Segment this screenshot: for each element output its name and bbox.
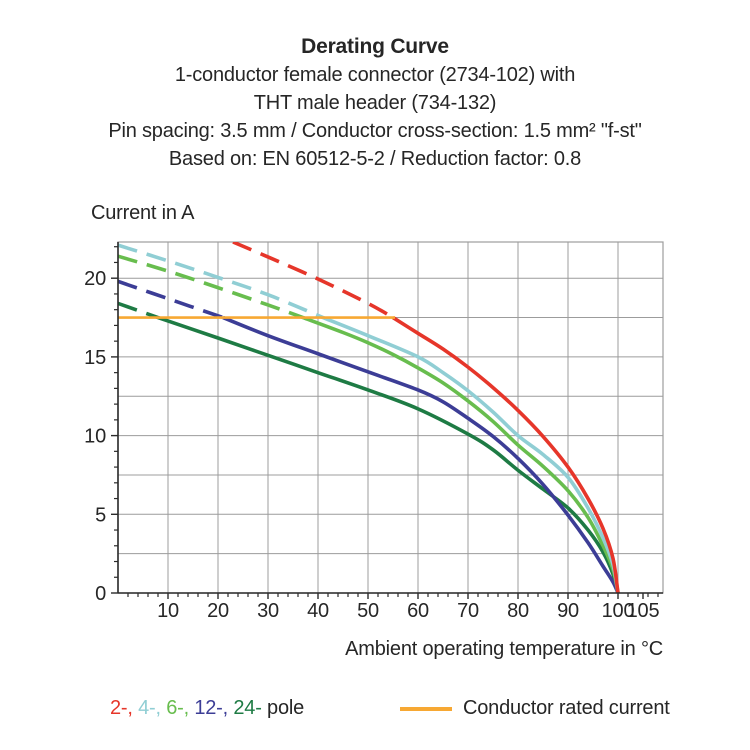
x-tick-label-105: 105 [627,600,660,622]
rated-current-line-swatch [400,706,452,711]
pole-legend-suffix: pole [267,697,305,719]
x-tick-label-30: 30 [257,600,279,622]
plot-frame [117,241,664,594]
curve-2-pole-solid [392,316,620,593]
curves [118,242,620,593]
y-tick-label-10: 10 [84,426,106,448]
chart-subtitle-standard: Based on: EN 60512-5-2 / Reduction facto… [168,148,582,170]
x-tick-label-50: 50 [357,600,379,622]
x-tick-label-100: 100 [602,600,635,622]
curve-4-pole-solid [322,315,620,593]
grid [118,242,663,593]
x-tick-label-60: 60 [407,600,429,622]
pole-legend-entry-4-pole: 4-, [138,697,167,719]
y-axis-label: Current in A [91,202,195,224]
chart-subtitle-spec: Pin spacing: 3.5 mm / Conductor cross-se… [108,120,642,142]
y-tick-label-15: 15 [84,347,106,369]
curve-12-pole-solid [222,315,620,593]
curve-12-pole-dashed [118,279,224,320]
y-tick-label-5: 5 [95,504,106,526]
chart-subtitle-header: THT male header (734-132) [253,92,497,114]
curve-2-pole-dashed [232,242,394,320]
rated-current-label: Conductor rated current [463,697,670,719]
pole-legend: 2-, 4-, 6-, 12-, 24- pole [110,697,304,720]
chart-title-block: Derating Curve 1-conductor female connec… [0,33,750,173]
chart-subtitle-connector: 1-conductor female connector (2734-102) … [174,64,576,86]
pole-legend-entry-12-pole: 12-, [194,697,234,719]
x-tick-label-20: 20 [207,600,229,622]
curve-6-pole-solid [302,315,620,593]
pole-legend-entry-2-pole: 2-, [110,697,139,719]
chart-title: Derating Curve [301,35,449,58]
y-tick-label-0: 0 [95,583,106,605]
x-tick-label-70: 70 [457,600,479,622]
x-tick-label-80: 80 [507,600,529,622]
x-tick-label-10: 10 [157,600,179,622]
pole-legend-entry-24-pole: 24- [233,697,268,719]
curve-4-pole-dashed [118,243,324,320]
curve-6-pole-dashed [118,254,304,320]
curve-24-pole-dashed [118,301,159,320]
pole-legend-entry-6-pole: 6-, [166,697,195,719]
rated-current-legend: Conductor rated current [400,697,670,720]
y-tick-label-20: 20 [84,268,106,290]
x-axis-label: Ambient operating temperature in °C [345,638,663,660]
x-tick-label-40: 40 [307,600,329,622]
curve-24-pole-solid [157,315,620,593]
x-tick-label-90: 90 [557,600,579,622]
